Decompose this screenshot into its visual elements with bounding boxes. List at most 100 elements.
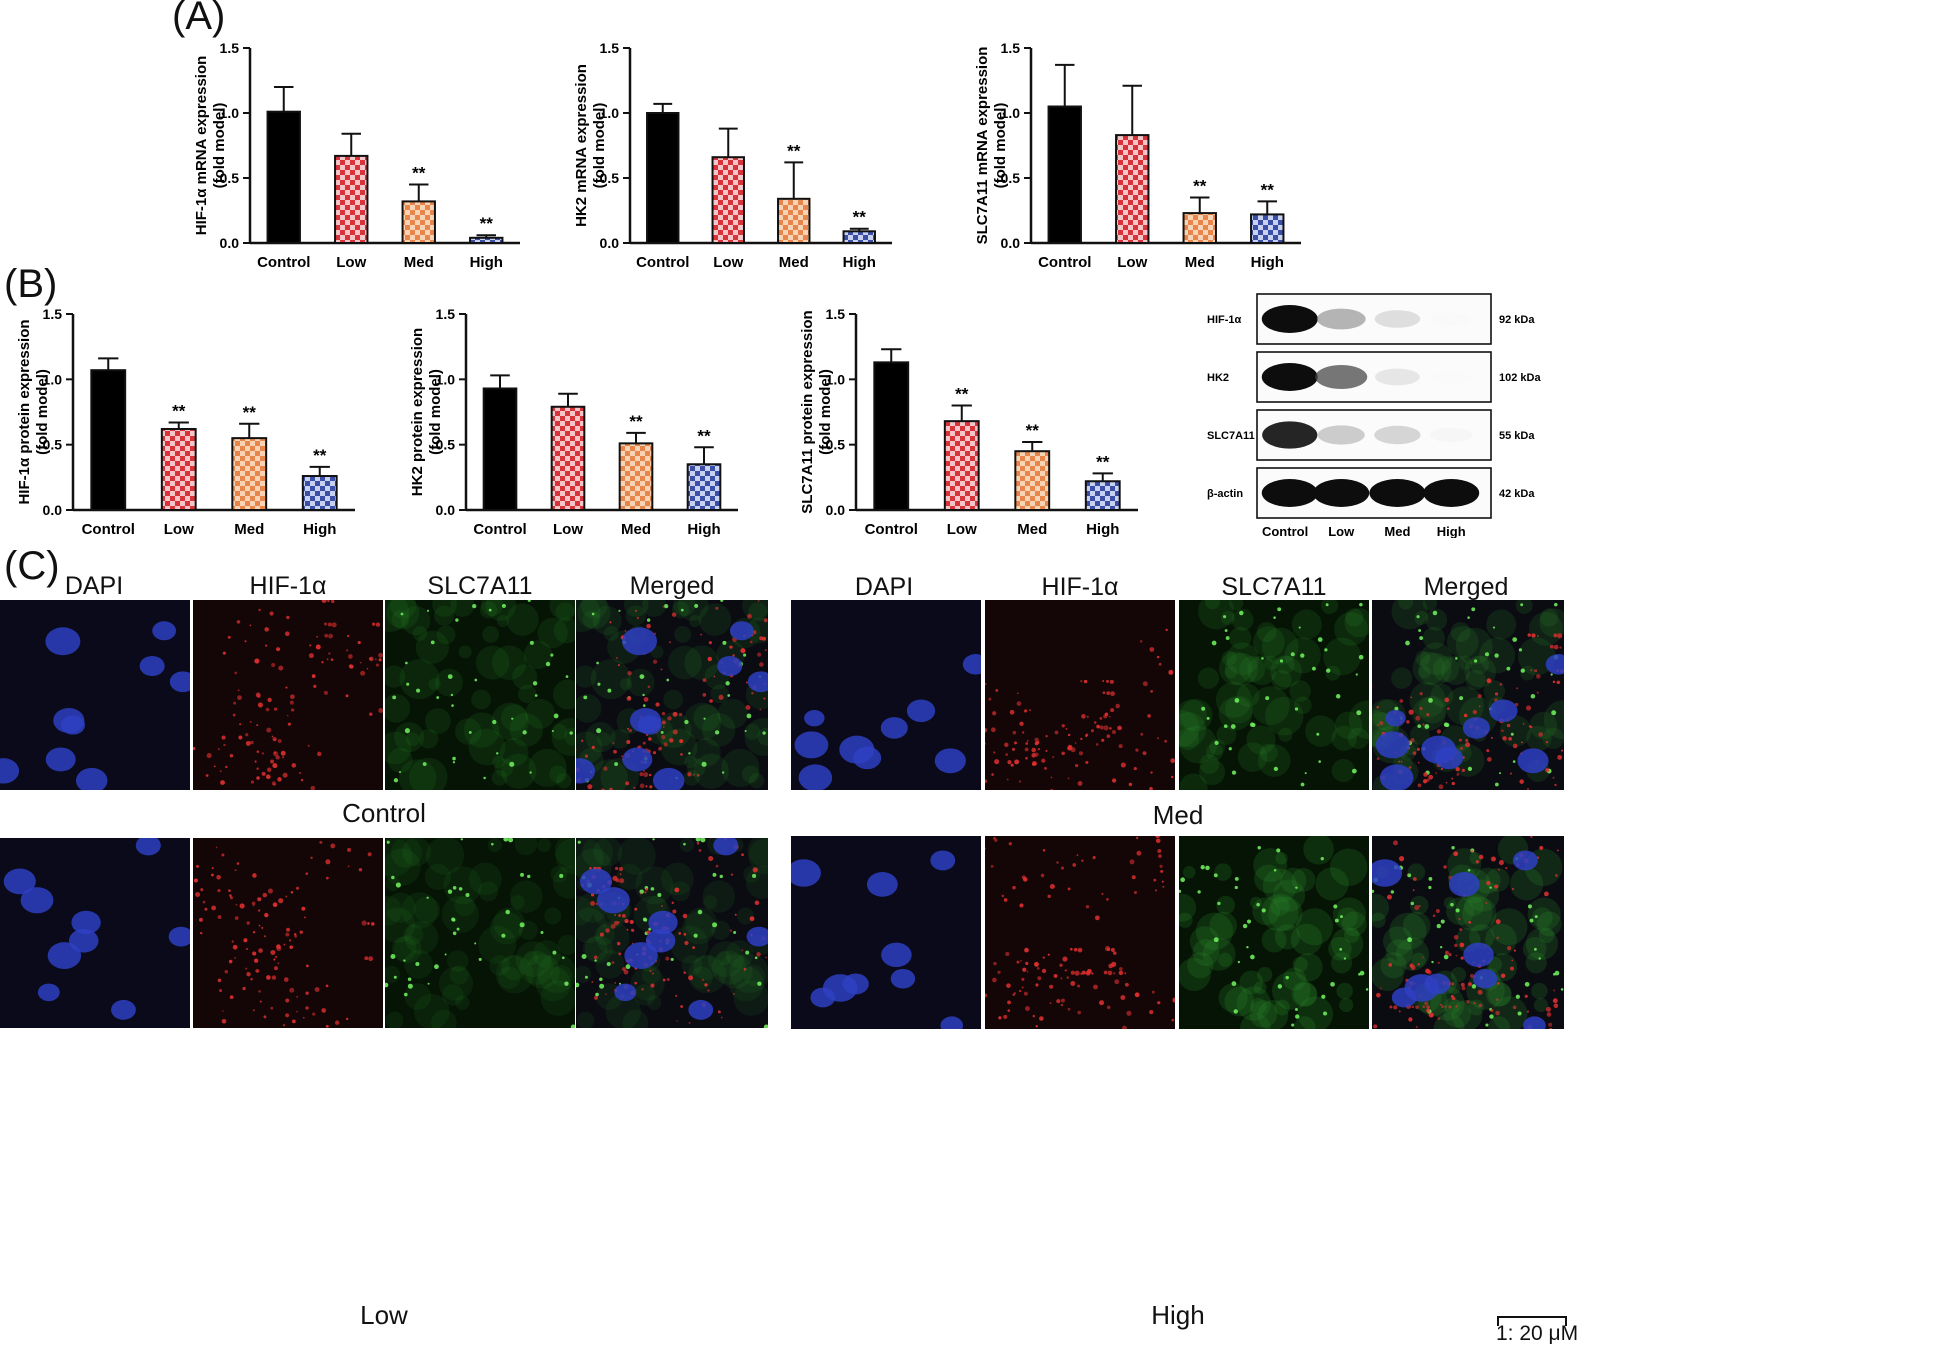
x-tick-label: Med — [234, 521, 264, 538]
blot-kda-label: 42 kDa — [1499, 488, 1535, 500]
y-axis-label: HIF-1α mRNA expression — [193, 56, 210, 236]
significance-marker: ** — [480, 214, 494, 233]
x-tick-label: Med — [779, 254, 809, 271]
bar-control — [268, 112, 300, 243]
y-axis-label-unit: (fold model) — [427, 369, 444, 455]
significance-marker: ** — [1096, 452, 1110, 471]
x-tick-label: High — [843, 254, 876, 271]
y-tick-label: 0.0 — [1001, 235, 1021, 251]
x-tick-label: High — [303, 521, 336, 538]
bar-control — [91, 370, 125, 510]
x-tick-label: Low — [553, 521, 583, 538]
micrograph-control-hif — [193, 600, 383, 790]
micrograph-med-hif — [985, 600, 1175, 790]
bar-low — [335, 156, 367, 243]
micrograph-low-hif — [193, 838, 383, 1028]
x-tick-label: Low — [1117, 254, 1147, 271]
blot-lane-label: Med — [1384, 524, 1410, 538]
significance-marker: ** — [172, 401, 186, 420]
blot-band — [1369, 479, 1425, 507]
x-tick-label: Low — [713, 254, 743, 271]
y-axis-label: HIF-1α protein expression — [16, 319, 33, 504]
bar-low — [945, 421, 979, 510]
blot-band — [1262, 421, 1317, 448]
y-axis-label-unit: (fold model) — [817, 369, 834, 455]
y-tick-label: 1.5 — [826, 306, 846, 322]
y-tick-label: 0.0 — [436, 502, 456, 518]
blot-band — [1262, 363, 1318, 391]
bar-low — [1116, 135, 1148, 243]
x-tick-label: High — [1251, 254, 1284, 271]
bar-high — [303, 476, 337, 510]
bar-high — [470, 238, 502, 243]
bar-control — [874, 362, 908, 510]
blot-band — [1375, 310, 1421, 328]
micrograph-high-hif — [985, 836, 1175, 1029]
significance-marker: ** — [697, 426, 711, 445]
y-axis-label-unit: (fold model) — [591, 103, 608, 189]
bar-med — [403, 201, 435, 243]
bar-high — [688, 464, 721, 510]
significance-marker: ** — [313, 446, 327, 465]
bar-med — [232, 438, 266, 510]
scale-bar-label: 1: 20 μM — [1496, 1322, 1578, 1346]
y-tick-label: 1.5 — [220, 40, 240, 56]
blot-band — [1430, 428, 1472, 442]
y-tick-label: 0.0 — [220, 235, 240, 251]
blot-kda-label: 102 kDa — [1499, 372, 1541, 384]
blot-band — [1262, 305, 1318, 333]
micrograph-med-slc — [1179, 600, 1369, 790]
y-tick-label: 1.5 — [1001, 40, 1021, 56]
channel-header: Merged — [552, 572, 792, 601]
y-tick-label: 0.0 — [43, 502, 63, 518]
blot-kda-label: 92 kDa — [1499, 314, 1535, 326]
blot-band — [1431, 313, 1472, 326]
micrograph-control-dapi — [0, 600, 190, 790]
blot-band — [1431, 371, 1471, 383]
blot-band — [1374, 426, 1420, 444]
significance-marker: ** — [1026, 421, 1040, 440]
significance-marker: ** — [243, 403, 257, 422]
bar-high — [844, 231, 875, 243]
x-tick-label: Control — [636, 254, 689, 271]
blot-band — [1262, 479, 1318, 507]
y-axis-label-unit: (fold model) — [992, 103, 1009, 189]
micrograph-control-merged — [576, 600, 768, 790]
group-label-high: High — [1028, 1300, 1328, 1331]
x-tick-label: Control — [473, 521, 526, 538]
bar-low — [552, 407, 585, 510]
blot-band — [1375, 369, 1420, 386]
x-tick-label: Low — [336, 254, 366, 271]
x-tick-label: Low — [947, 521, 977, 538]
channel-header: Merged — [1346, 573, 1586, 602]
bar-control — [1049, 107, 1081, 244]
significance-marker: ** — [853, 208, 867, 227]
y-tick-label: 1.5 — [436, 306, 456, 322]
micrograph-med-merged — [1372, 600, 1564, 790]
micrograph-high-slc — [1179, 836, 1369, 1029]
micrograph-med-dapi — [791, 600, 981, 790]
micrograph-high-dapi — [791, 836, 981, 1029]
x-tick-label: Control — [865, 521, 918, 538]
micrograph-low-merged — [576, 838, 768, 1028]
blot-band — [1423, 479, 1479, 507]
x-tick-label: Control — [82, 521, 135, 538]
x-tick-label: Med — [1185, 254, 1215, 271]
y-axis-label-unit: (fold model) — [34, 369, 51, 455]
x-tick-label: High — [687, 521, 720, 538]
y-axis-label: HK2 protein expression — [409, 328, 426, 496]
significance-marker: ** — [1261, 180, 1275, 199]
y-axis-label: SLC7A11 protein expression — [799, 310, 816, 513]
bar-med — [620, 443, 653, 510]
y-tick-label: 1.5 — [600, 40, 620, 56]
y-tick-label: 0.0 — [826, 502, 846, 518]
y-tick-label: 1.5 — [43, 306, 63, 322]
blot-band — [1317, 309, 1366, 330]
blot-protein-label: SLC7A11 — [1207, 430, 1255, 442]
x-tick-label: Med — [621, 521, 651, 538]
significance-marker: ** — [629, 412, 643, 431]
